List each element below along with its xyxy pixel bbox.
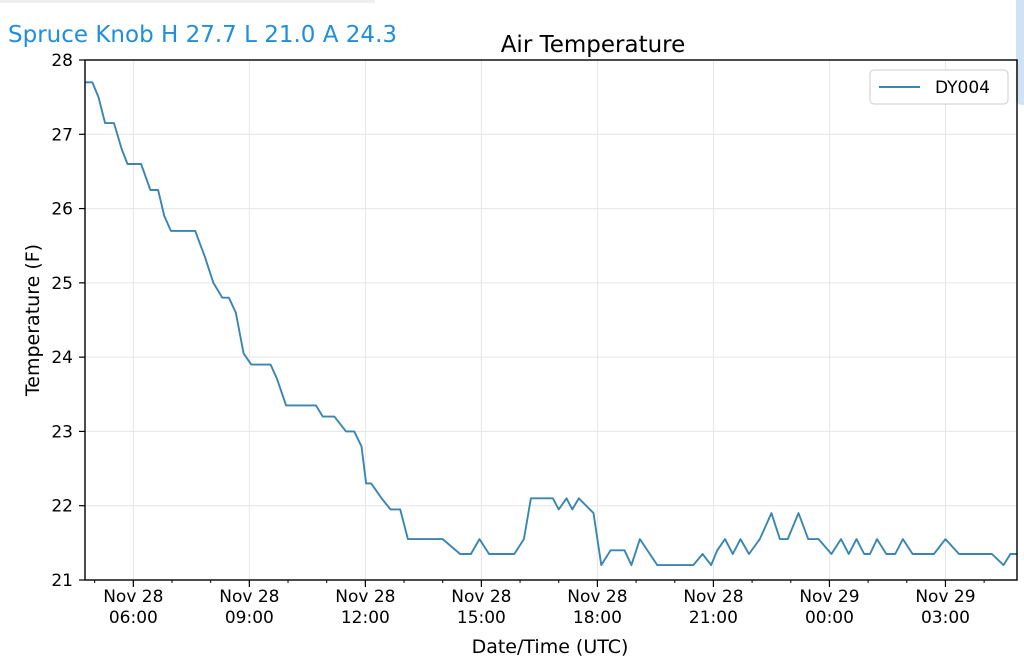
ticks: 21 22 23 24 25 26 27 28 Nov 28 06:00 Nov 28 09:00 No… [51,51,985,628]
x-tick-label: Nov 28 06:00 [103,587,163,628]
y-tick-label: 28 [51,51,73,71]
y-tick-label: 26 [51,200,73,220]
y-tick-label: 24 [51,348,73,368]
y-tick-label: 25 [51,274,73,294]
plot-frame [84,59,1018,581]
y-tick-label: 21 [51,571,73,591]
series-line-dy004 [85,81,1017,567]
chart-title: Air Temperature [501,32,686,58]
y-tick-label: 23 [51,422,73,442]
grid [85,59,1017,581]
top-divider [0,0,375,3]
x-tick-label: Nov 28 15:00 [451,587,511,628]
legend[interactable]: DY004 [869,69,1009,105]
y-axis-label: Temperature (F) [22,244,44,397]
x-tick-label: Nov 28 18:00 [567,587,627,628]
x-tick-label: Nov 28 21:00 [683,587,743,628]
series-layer [85,81,1017,567]
x-tick-label: Nov 28 09:00 [219,587,279,628]
station-summary: Spruce Knob H 27.7 L 21.0 A 24.3 [8,22,398,48]
legend-box [869,69,1009,105]
x-tick-label: Nov 29 03:00 [915,587,975,628]
x-axis-label: Date/Time (UTC) [472,636,629,658]
side-panel-handle[interactable] [1016,0,1024,105]
y-tick-label: 22 [51,497,73,517]
y-tick-label: 27 [51,125,73,145]
x-tick-label: Nov 29 00:00 [799,587,859,628]
x-tick-label: Nov 28 12:00 [335,587,395,628]
legend-label: DY004 [935,78,990,98]
